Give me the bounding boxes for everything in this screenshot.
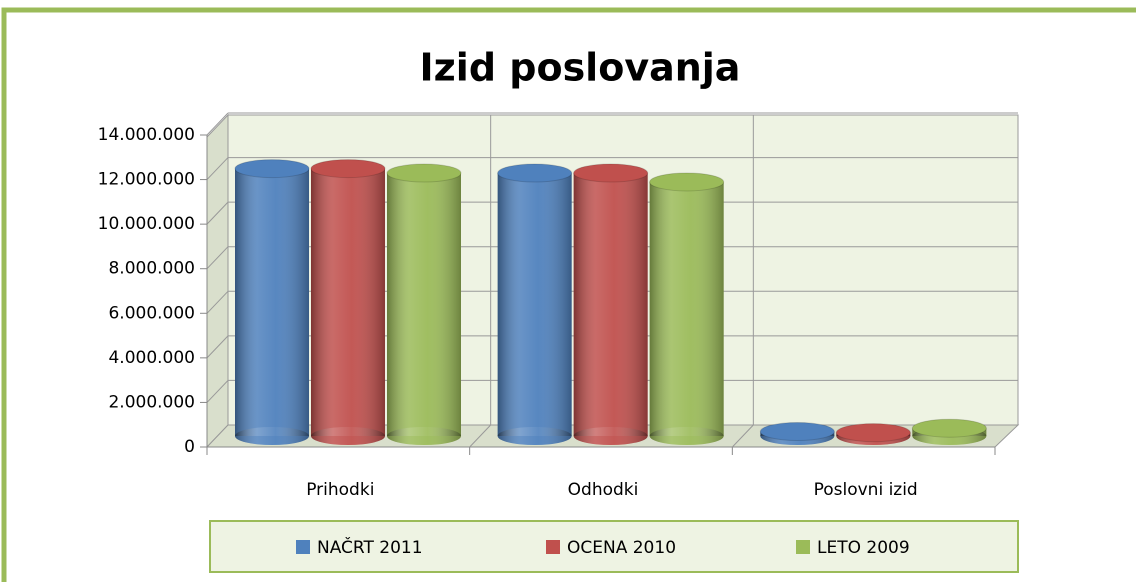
chart-title: Izid poslovanja	[420, 46, 741, 90]
cylinder-top	[573, 163, 649, 183]
legend-swatch	[546, 540, 560, 554]
legend-swatch	[796, 540, 810, 554]
cylinder-shade	[497, 173, 572, 436]
cylinder-top	[759, 422, 835, 442]
cylinder-shade	[573, 173, 648, 436]
cylinder-top	[310, 159, 386, 179]
grid-line	[206, 246, 229, 270]
legend-label: LETO 2009	[817, 538, 910, 558]
legend	[209, 520, 1019, 573]
cylinder-shade	[235, 168, 309, 437]
legend-label: OCENA 2010	[567, 538, 676, 558]
y-tick-label: 8.000.000	[108, 259, 195, 279]
category-divider	[731, 424, 754, 448]
legend-label: NAČRT 2011	[317, 536, 423, 558]
y-tick-label: 12.000.000	[98, 170, 195, 190]
grid-line	[206, 112, 229, 136]
y-tick-label: 4.000.000	[108, 348, 195, 368]
grid-line	[206, 380, 229, 403]
legend-swatch	[296, 540, 310, 554]
category-divider	[469, 424, 492, 448]
cylinder-top	[649, 172, 725, 192]
y-tick-label: 14.000.000	[98, 125, 195, 145]
x-tick-label: Odhodki	[568, 480, 639, 500]
side-wall	[206, 113, 229, 449]
grid-line	[206, 201, 229, 225]
grid-line	[206, 290, 229, 314]
y-tick-label: 2.000.000	[108, 392, 195, 412]
grid-line	[206, 157, 229, 180]
cylinder-top	[497, 163, 573, 183]
cylinder-shade	[649, 181, 724, 436]
cylinder-top	[911, 418, 987, 438]
y-tick-label: 6.000.000	[108, 303, 195, 323]
x-tick-label: Poslovni izid	[814, 480, 918, 500]
cylinder-shade	[311, 168, 385, 437]
cylinder-top	[386, 163, 462, 183]
y-tick-label: 0	[184, 437, 195, 457]
x-tick-label: Prihodki	[306, 480, 374, 500]
grid-line	[206, 335, 229, 359]
y-tick-label: 10.000.000	[98, 214, 195, 234]
cylinder-top	[234, 159, 310, 179]
cylinder-top	[835, 423, 911, 443]
cylinder-shade	[387, 173, 461, 436]
